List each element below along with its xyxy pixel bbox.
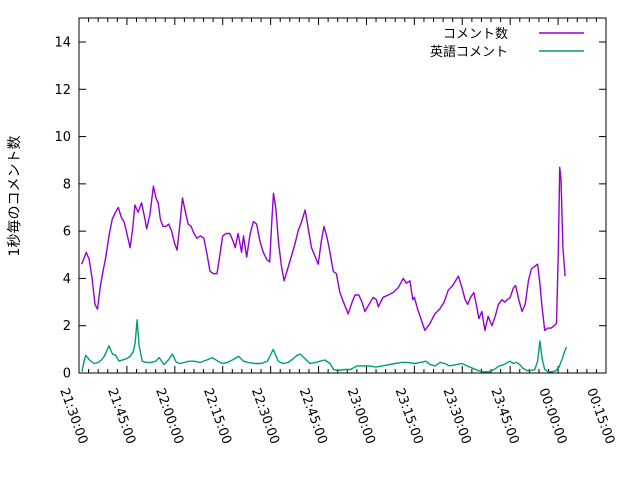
x-tick-label: 23:45:00 xyxy=(487,386,521,446)
y-tick-label: 4 xyxy=(63,272,71,287)
x-tick-labels: 21:30:00 21:45:00 22:00:00 22:15:00 22:30:00… xyxy=(56,386,617,446)
y-axis-title: 1秒毎のコメント数 xyxy=(7,136,23,257)
y-tick-label: 14 xyxy=(54,36,71,51)
legend-label-english-comments: 英語コメント xyxy=(430,44,508,60)
x-tick-label: 00:00:00 xyxy=(535,386,569,446)
x-tick-label: 22:00:00 xyxy=(152,386,186,446)
legend: コメント数 英語コメント xyxy=(430,27,584,60)
x-tick-label: 22:15:00 xyxy=(200,386,234,446)
series-line-comment-count xyxy=(80,166,566,332)
y-tick-label: 2 xyxy=(63,319,71,334)
x-tick-label: 21:30:00 xyxy=(56,386,90,446)
x-tick-label: 23:00:00 xyxy=(344,386,378,446)
y-tick-label: 10 xyxy=(54,130,71,145)
plot-border-box xyxy=(78,17,607,374)
y-tick-labels: 0 2 4 6 8 10 12 14 xyxy=(54,36,71,382)
y-tick-label: 6 xyxy=(63,225,71,240)
x-tick-label: 00:15:00 xyxy=(583,386,617,446)
y-tick-label: 8 xyxy=(63,177,71,192)
x-tick-label: 22:45:00 xyxy=(296,386,330,446)
x-tick-label: 22:30:00 xyxy=(248,386,282,446)
series-line-english-comments xyxy=(81,319,568,373)
series-lines xyxy=(80,166,568,373)
x-tick-label: 23:15:00 xyxy=(392,386,426,446)
x-tick-label: 23:30:00 xyxy=(440,386,474,446)
x-tick-label: 21:45:00 xyxy=(104,386,138,446)
axis-ticks xyxy=(78,18,607,374)
y-tick-label: 12 xyxy=(54,83,71,98)
y-tick-label: 0 xyxy=(63,367,71,382)
legend-label-comment-count: コメント数 xyxy=(443,27,508,42)
